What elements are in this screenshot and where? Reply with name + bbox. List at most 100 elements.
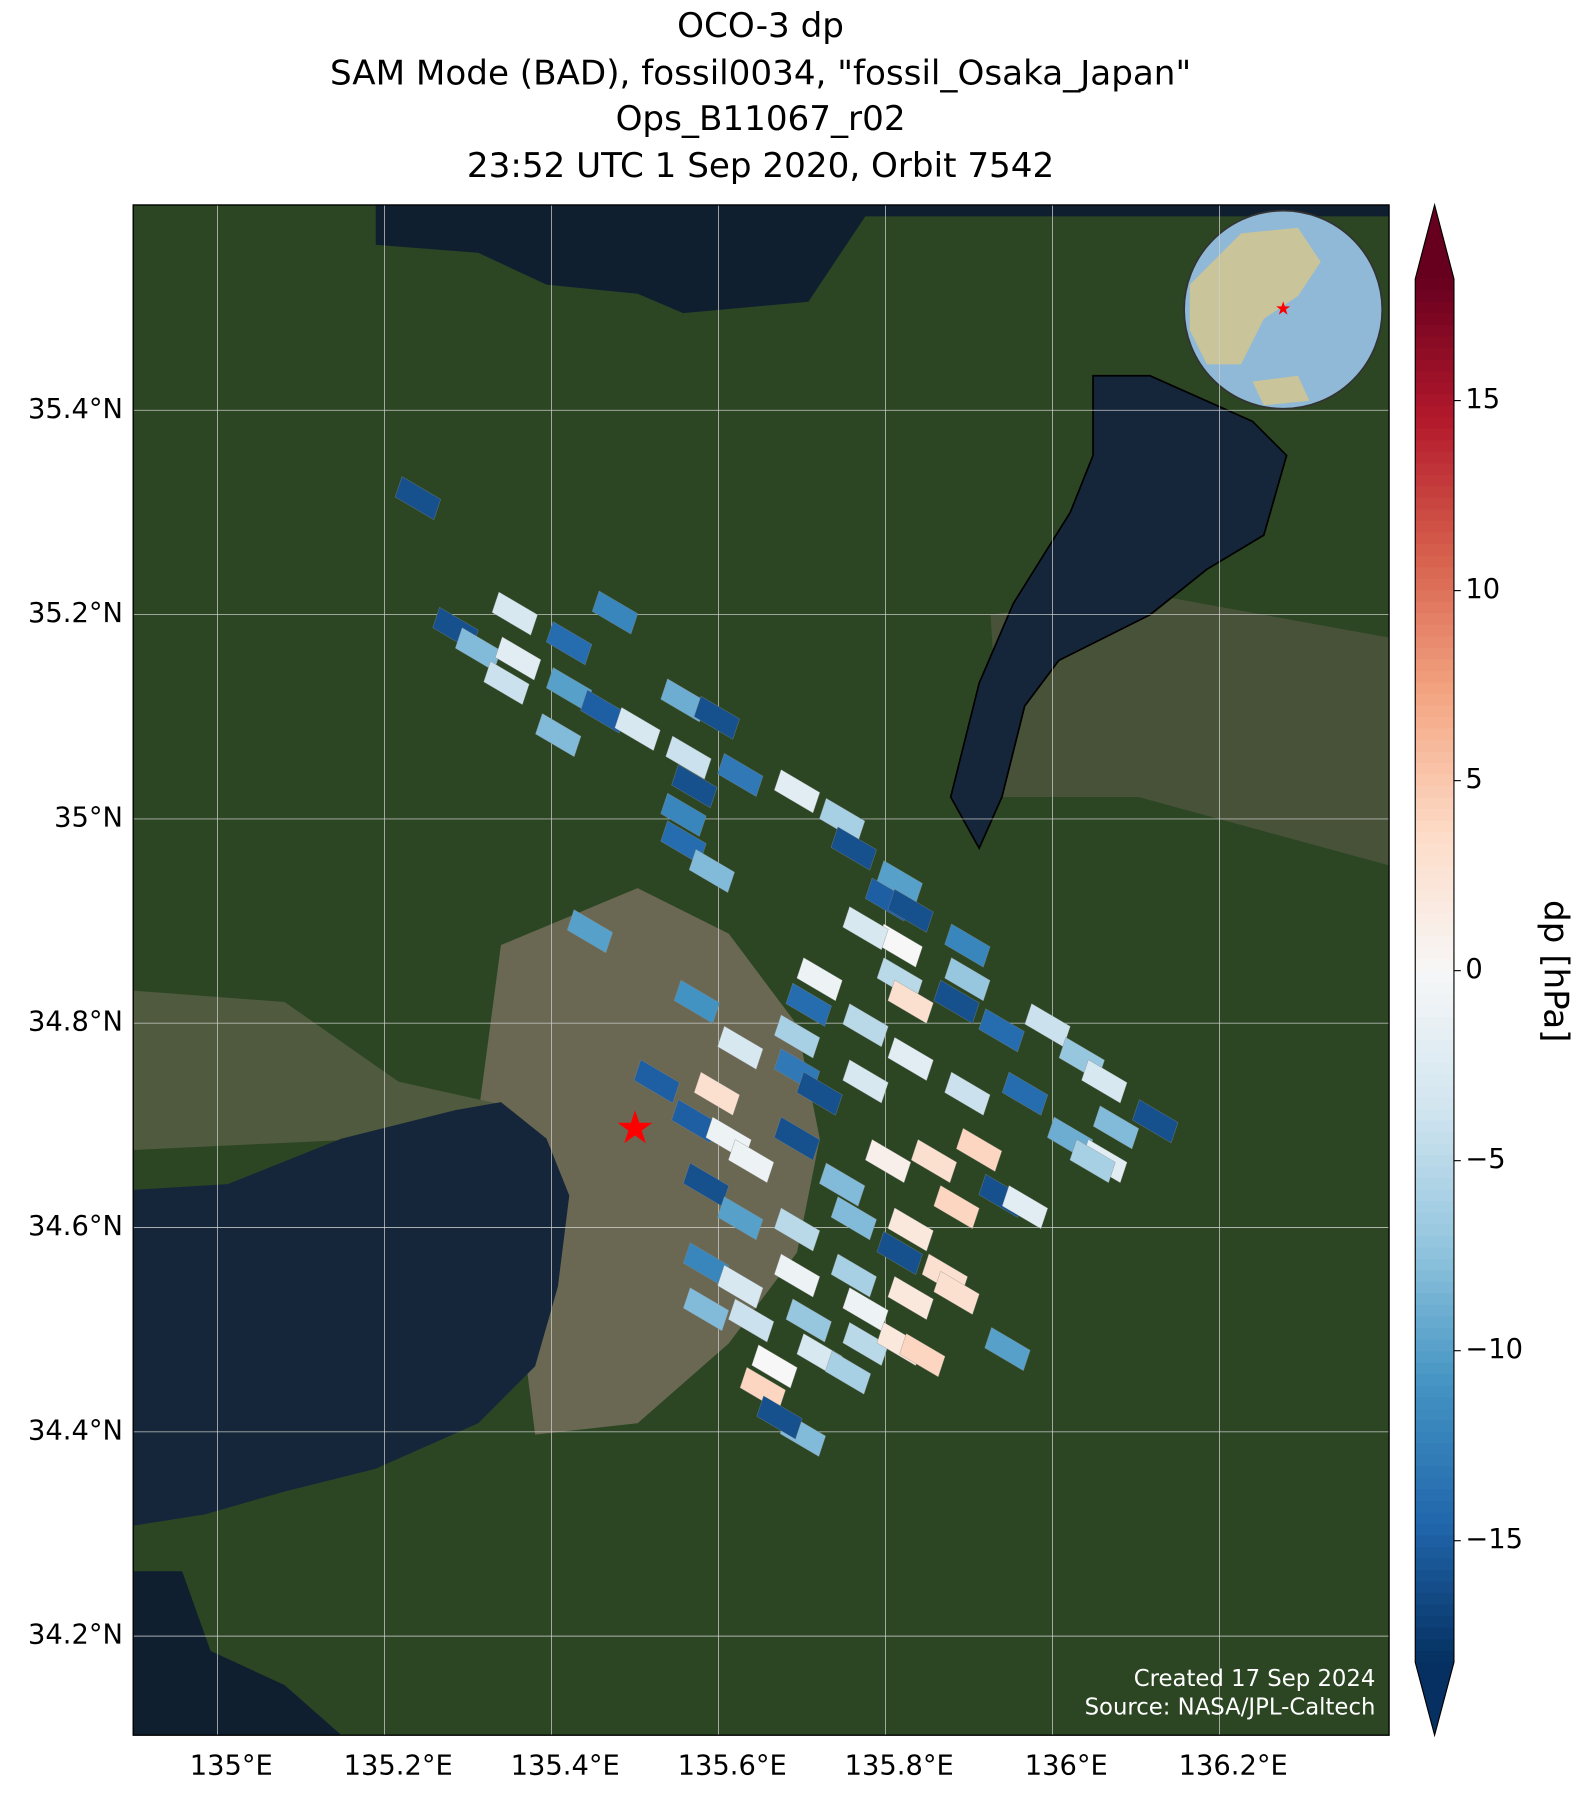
sounding bbox=[566, 909, 613, 954]
colorbar-segment bbox=[1415, 1097, 1454, 1110]
colorbar-segment bbox=[1415, 1570, 1454, 1583]
sounding bbox=[842, 1322, 889, 1366]
colorbar-segment bbox=[1415, 797, 1454, 810]
y-tick-label: 35.2°N bbox=[28, 598, 123, 629]
colorbar-segment bbox=[1415, 1385, 1454, 1398]
colorbar-segment bbox=[1415, 555, 1454, 568]
sounding bbox=[956, 1127, 1003, 1172]
colorbar-segment bbox=[1415, 440, 1454, 453]
colorbar-segment bbox=[1415, 590, 1454, 603]
colorbar-tick-label: 0 bbox=[1465, 954, 1482, 985]
colorbar-segment bbox=[1415, 1247, 1454, 1260]
colorbar-segment bbox=[1415, 1120, 1454, 1133]
colorbar-extend bbox=[1415, 1662, 1454, 1736]
sounding bbox=[785, 1298, 832, 1343]
colorbar-segment bbox=[1415, 763, 1454, 776]
colorbar-segment bbox=[1415, 993, 1454, 1006]
colorbar-segment bbox=[1415, 705, 1454, 718]
colorbar: −15 −10 −5 0 5 10 15 dp [hPa] bbox=[1414, 202, 1576, 1738]
colorbar-segment bbox=[1415, 809, 1454, 822]
colorbar-outline bbox=[1414, 202, 1455, 1738]
title-line: OCO-3 dp bbox=[677, 6, 844, 46]
colorbar-segment bbox=[1415, 359, 1454, 372]
colorbar-segment bbox=[1415, 1454, 1454, 1468]
x-tick-label: 135.8°E bbox=[845, 1751, 954, 1782]
sounding bbox=[394, 476, 441, 521]
colorbar-segment bbox=[1415, 1051, 1454, 1064]
sounding bbox=[933, 1270, 980, 1315]
sounding bbox=[842, 1059, 889, 1104]
colorbar-segment bbox=[1415, 820, 1454, 833]
x-tick-label: 135.6°E bbox=[678, 1751, 787, 1782]
sounding bbox=[944, 957, 991, 1002]
colorbar-segment bbox=[1415, 1178, 1454, 1191]
sounding bbox=[887, 1037, 934, 1081]
credit-note: Created 17 Sep 2024 bbox=[1134, 1666, 1376, 1692]
sounding bbox=[756, 1395, 803, 1440]
x-tick-label: 136.2°E bbox=[1179, 1751, 1288, 1782]
colorbar-segment bbox=[1415, 1535, 1454, 1548]
colorbar-segment bbox=[1415, 1005, 1454, 1018]
water bbox=[133, 1102, 570, 1526]
colorbar-segment bbox=[1415, 498, 1454, 511]
sounding bbox=[830, 1196, 877, 1241]
colorbar-segment bbox=[1415, 1523, 1454, 1537]
sounding bbox=[614, 707, 661, 751]
credit-note: Source: NASA/JPL-Caltech bbox=[1085, 1694, 1376, 1720]
sounding bbox=[796, 957, 843, 1002]
map-frame bbox=[132, 204, 1390, 1736]
colorbar-segment bbox=[1415, 1258, 1454, 1272]
colorbar-segment bbox=[1415, 1085, 1454, 1099]
water bbox=[375, 204, 1390, 314]
colorbar-segment bbox=[1415, 1166, 1454, 1179]
colorbar-segment bbox=[1415, 878, 1454, 891]
sounding bbox=[717, 1264, 764, 1309]
colorbar-segment bbox=[1415, 613, 1454, 626]
colorbar-segment bbox=[1415, 670, 1454, 684]
plain bbox=[990, 592, 1390, 866]
globe-marker: ★ bbox=[1275, 299, 1291, 320]
colorbar-segment bbox=[1415, 1489, 1454, 1502]
colorbar-tick-label: −15 bbox=[1465, 1524, 1523, 1555]
colorbar-segment bbox=[1415, 693, 1454, 707]
sounding bbox=[483, 661, 530, 705]
colorbar-segment bbox=[1415, 532, 1454, 545]
y-tick-label: 35.4°N bbox=[28, 394, 123, 425]
globe-land bbox=[1189, 227, 1321, 365]
colorbar-tick-label: 5 bbox=[1465, 764, 1482, 795]
colorbar-segment bbox=[1415, 1201, 1454, 1214]
sounding bbox=[1069, 1139, 1116, 1183]
title-line: Ops_B11067_r02 bbox=[616, 99, 906, 139]
sounding bbox=[933, 1185, 980, 1229]
sounding bbox=[1002, 1185, 1048, 1229]
colorbar-segment bbox=[1415, 1212, 1454, 1225]
colorbar-segment bbox=[1415, 913, 1454, 926]
lake-biwa bbox=[949, 374, 1288, 851]
colorbar-segment bbox=[1415, 1224, 1454, 1237]
colorbar-segment bbox=[1415, 486, 1454, 499]
sounding bbox=[978, 1008, 1025, 1053]
sounding bbox=[774, 1014, 821, 1059]
sounding bbox=[546, 621, 593, 666]
colorbar-segment bbox=[1415, 1339, 1454, 1352]
colorbar-segment bbox=[1415, 1581, 1454, 1594]
sounding bbox=[842, 906, 889, 951]
colorbar-tick-label: −5 bbox=[1465, 1144, 1505, 1175]
sounding bbox=[717, 1196, 764, 1241]
y-tick-label: 34.8°N bbox=[28, 1007, 123, 1038]
sounding bbox=[1002, 1071, 1048, 1116]
colorbar-segment bbox=[1415, 1477, 1454, 1491]
sounding bbox=[887, 1276, 934, 1320]
colorbar-segment bbox=[1415, 463, 1454, 476]
colorbar-segment bbox=[1415, 843, 1454, 857]
colorbar-segment bbox=[1415, 1328, 1454, 1341]
colorbar-segment bbox=[1415, 1443, 1454, 1456]
colorbar-segment bbox=[1415, 1155, 1454, 1168]
colorbar-segment bbox=[1415, 1270, 1454, 1283]
sounding bbox=[876, 1231, 923, 1275]
sounding bbox=[660, 678, 707, 723]
colorbar-segment bbox=[1415, 901, 1454, 914]
colorbar-segment bbox=[1415, 1189, 1454, 1202]
sounding bbox=[774, 1116, 821, 1161]
colorbar-segment bbox=[1415, 717, 1454, 730]
